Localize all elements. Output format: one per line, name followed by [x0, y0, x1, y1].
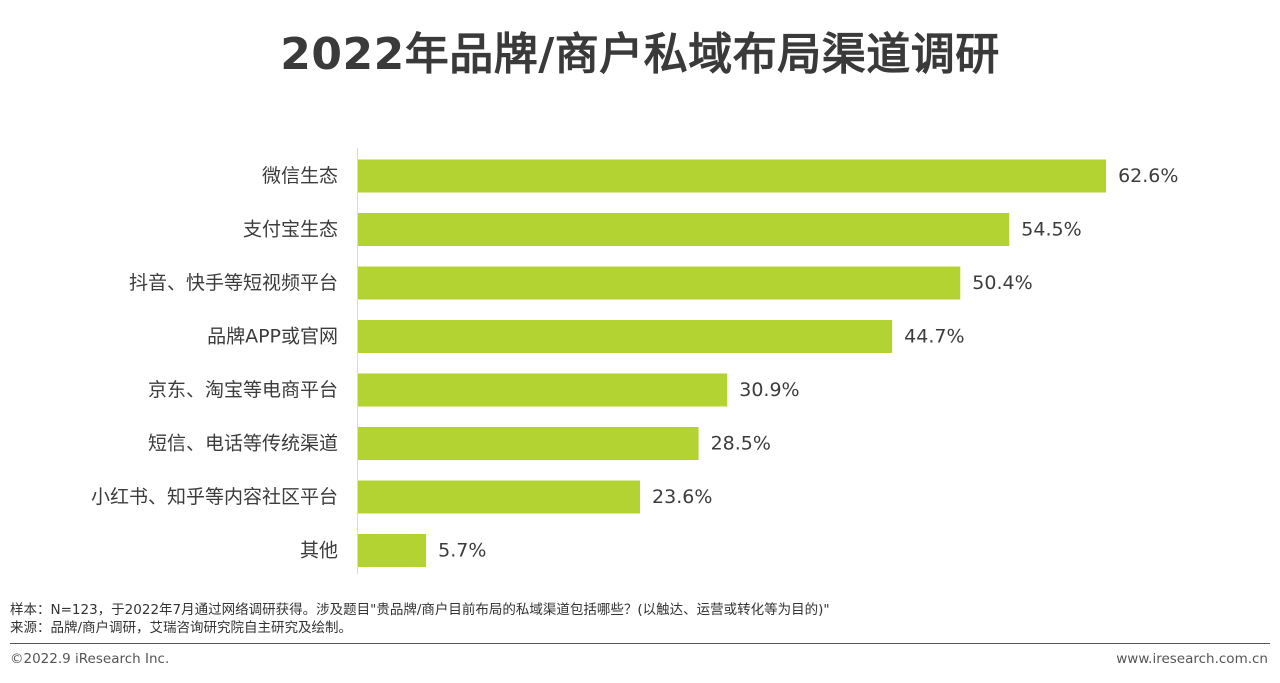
- value-label: 62.6%: [1118, 165, 1178, 187]
- bar-3: [358, 266, 961, 300]
- bar-4: [358, 320, 893, 353]
- value-label: 44.7%: [904, 326, 964, 348]
- bar-6: [358, 427, 699, 460]
- source-note: 来源：品牌/商户调研，艾瑞咨询研究院自主研究及绘制。: [10, 620, 353, 636]
- footnotes: 样本：N=123，于2022年7月通过网络调研获得。涉及题目"贵品牌/商户目前布…: [10, 601, 1250, 637]
- bar-1: [358, 159, 1107, 193]
- value-label: 28.5%: [711, 433, 771, 455]
- value-label: 23.6%: [652, 486, 712, 508]
- category-label: 短信、电话等传统渠道: [148, 433, 338, 455]
- sample-note: 样本：N=123，于2022年7月通过网络调研获得。涉及题目"贵品牌/商户目前布…: [10, 602, 830, 618]
- category-label: 抖音、快手等短视频平台: [129, 272, 338, 294]
- category-label: 支付宝生态: [243, 219, 338, 241]
- category-label: 小红书、知乎等内容社区平台: [91, 486, 338, 508]
- value-label: 5.7%: [438, 540, 486, 562]
- bar-8: [358, 534, 427, 567]
- category-label: 其他: [300, 540, 338, 562]
- bar-2: [358, 213, 1010, 246]
- bar-chart: 微信生态 62.6% 支付宝生态 54.5% 抖音、快手等短视频平台 50.4% 品牌APP…: [91, 148, 1178, 574]
- value-label: 30.9%: [739, 379, 799, 401]
- bar-7: [358, 480, 641, 514]
- copyright-text: ©2022.9 iResearch Inc.: [10, 651, 170, 667]
- footer-divider: [10, 643, 1270, 644]
- category-label: 品牌APP或官网: [207, 326, 338, 348]
- category-label: 京东、淘宝等电商平台: [148, 379, 338, 401]
- category-label: 微信生态: [262, 165, 338, 187]
- value-label: 54.5%: [1021, 219, 1081, 241]
- value-label: 50.4%: [972, 272, 1032, 294]
- chart-title: 2022年品牌/商户私域布局渠道调研: [280, 29, 1000, 80]
- bar-5: [358, 373, 728, 407]
- website-link[interactable]: www.iresearch.com.cn: [1116, 651, 1268, 667]
